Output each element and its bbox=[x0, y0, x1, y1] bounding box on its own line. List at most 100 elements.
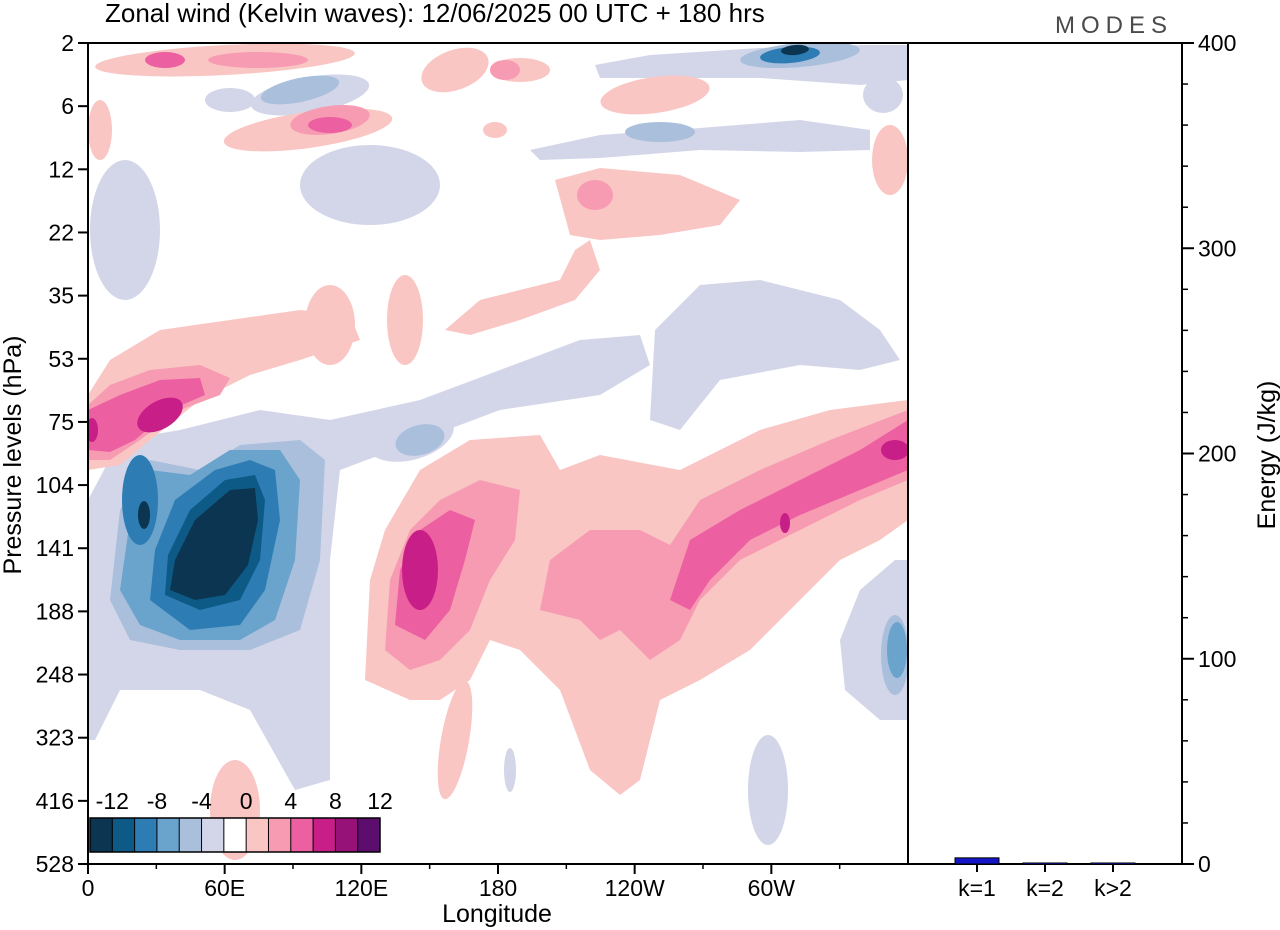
y-tick-label: 416 bbox=[36, 788, 74, 814]
negative-region bbox=[863, 77, 903, 113]
positive-region bbox=[577, 180, 613, 210]
negative-region bbox=[205, 88, 255, 112]
y-tick-label: 22 bbox=[48, 219, 74, 245]
y-tick-label: 53 bbox=[48, 346, 74, 372]
negative-region bbox=[781, 44, 809, 56]
negative-region bbox=[122, 455, 158, 545]
colorbar-swatch bbox=[268, 818, 292, 852]
colorbar-swatch bbox=[290, 818, 314, 852]
energy-tick-label: 400 bbox=[1198, 30, 1236, 56]
energy-category-label: k=1 bbox=[958, 875, 996, 901]
energy-tick-label: 300 bbox=[1198, 235, 1236, 261]
x-tick-label: 60E bbox=[204, 875, 245, 901]
modes-logo: MODES bbox=[1055, 12, 1173, 39]
energy-category-label: k=2 bbox=[1026, 875, 1064, 901]
colorbar-label: -12 bbox=[96, 788, 129, 814]
negative-region bbox=[88, 335, 650, 790]
y-axis: 2 6 12 22 35 53 75 104 141 188 248 323 416 528 bbox=[36, 30, 88, 877]
positive-region bbox=[872, 125, 908, 195]
y-tick-label: 35 bbox=[48, 283, 74, 309]
colorbar-swatch bbox=[313, 818, 336, 852]
negative-region bbox=[650, 280, 900, 430]
contour-plot: 0 60E 120E 180 120W 60W 2 6 12 22 35 53 75 104 141 188… bbox=[0, 30, 909, 928]
x-tick-label: 60W bbox=[748, 875, 796, 901]
positive-region bbox=[483, 122, 507, 138]
colorbar-label: 12 bbox=[367, 788, 393, 814]
positive-region bbox=[445, 240, 600, 335]
colorbar-label: -8 bbox=[147, 788, 167, 814]
x-tick-label: 0 bbox=[82, 875, 95, 901]
colorbar-swatch bbox=[223, 818, 247, 852]
colorbar-swatch bbox=[335, 818, 359, 852]
negative-region bbox=[887, 622, 907, 678]
positive-region bbox=[208, 52, 308, 68]
y-tick-label: 141 bbox=[36, 535, 74, 561]
energy-axis: 0 100 200 300 400 bbox=[1182, 30, 1236, 877]
chart-title: Zonal wind (Kelvin waves): 12/06/2025 00… bbox=[105, 0, 765, 28]
colorbar-swatch bbox=[201, 818, 225, 852]
colorbar-swatch bbox=[246, 818, 269, 852]
colorbar-label: 8 bbox=[329, 788, 342, 814]
colorbar-swatch bbox=[357, 818, 381, 852]
negative-region bbox=[90, 160, 160, 300]
y-tick-label: 12 bbox=[48, 156, 74, 182]
x-tick-label: 180 bbox=[479, 875, 517, 901]
positive-region bbox=[145, 52, 185, 68]
energy-category-label: k>2 bbox=[1094, 875, 1132, 901]
energy-bars: k=1 k=2 k>2 bbox=[954, 857, 1136, 901]
positive-region bbox=[881, 440, 908, 460]
y-axis-label: Pressure levels (hPa) bbox=[0, 336, 27, 575]
x-tick-label: 120W bbox=[605, 875, 665, 901]
y-tick-label: 248 bbox=[36, 662, 74, 688]
colorbar-frame bbox=[89, 817, 381, 853]
negative-region bbox=[170, 488, 258, 600]
colorbar-swatch bbox=[179, 818, 203, 852]
energy-bar bbox=[954, 857, 1000, 865]
negative-region bbox=[625, 122, 695, 142]
x-tick-label: 120E bbox=[334, 875, 388, 901]
negative-region bbox=[260, 75, 340, 105]
positive-region bbox=[670, 420, 908, 610]
positive-region bbox=[308, 117, 352, 133]
positive-region bbox=[305, 285, 355, 365]
y-tick-label: 6 bbox=[61, 93, 74, 119]
positive-region bbox=[402, 530, 438, 610]
negative-region bbox=[748, 735, 788, 845]
energy-panel: k=1 k=2 k>2 0 100 200 300 400 Energy (J/kg) bbox=[907, 30, 1280, 901]
negative-region bbox=[504, 748, 516, 792]
colorbar: -12 -8 -4 0 4 8 12 bbox=[89, 788, 393, 853]
colorbar-swatch bbox=[112, 818, 136, 852]
negative-region bbox=[395, 424, 445, 456]
colorbar-swatch bbox=[134, 818, 158, 852]
positive-region bbox=[421, 47, 489, 93]
y-tick-label: 75 bbox=[48, 409, 74, 435]
positive-region bbox=[387, 275, 423, 365]
y-tick-label: 323 bbox=[36, 725, 74, 751]
y-tick-label: 2 bbox=[61, 30, 74, 56]
positive-region bbox=[137, 397, 183, 433]
positive-region bbox=[600, 75, 710, 115]
x-axis: 0 60E 120E 180 120W 60W bbox=[82, 864, 841, 901]
colorbar-label: 4 bbox=[284, 788, 297, 814]
y-tick-label: 188 bbox=[36, 598, 74, 624]
colorbar-swatch bbox=[90, 818, 113, 852]
positive-region bbox=[88, 100, 112, 160]
y-tick-label: 528 bbox=[36, 851, 74, 877]
negative-region bbox=[530, 120, 870, 160]
negative-region bbox=[300, 145, 440, 225]
energy-tick-label: 200 bbox=[1198, 441, 1236, 467]
positive-region bbox=[437, 680, 473, 800]
negative-region bbox=[138, 501, 150, 529]
colorbar-label: -4 bbox=[191, 788, 212, 814]
energy-tick-label: 100 bbox=[1198, 646, 1236, 672]
positive-region bbox=[780, 513, 790, 533]
x-axis-label: Longitude bbox=[442, 900, 552, 928]
energy-tick-label: 0 bbox=[1198, 851, 1211, 877]
y-tick-label: 104 bbox=[36, 472, 75, 498]
positive-region bbox=[88, 418, 98, 442]
colorbar-swatch bbox=[156, 818, 180, 852]
positive-region bbox=[490, 60, 520, 80]
contour-fields bbox=[88, 43, 908, 860]
colorbar-label: 0 bbox=[240, 788, 253, 814]
